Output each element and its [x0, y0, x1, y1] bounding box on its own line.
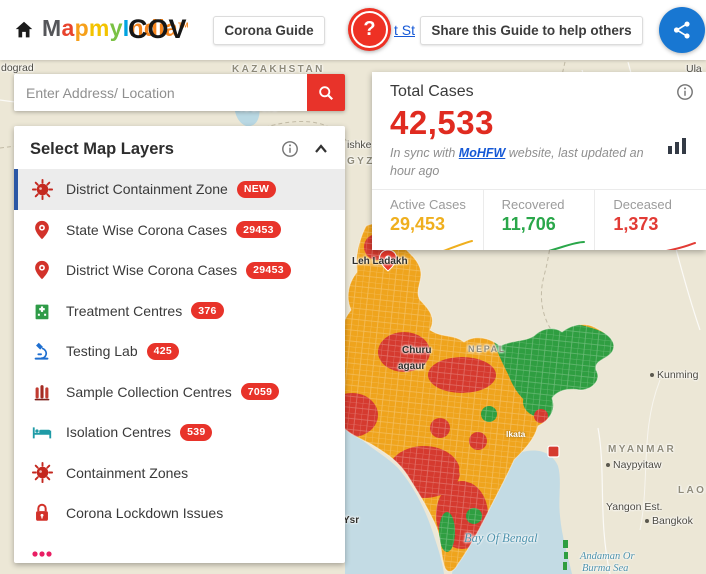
stat-label: Active Cases — [390, 197, 466, 212]
info-icon[interactable] — [676, 83, 694, 101]
layer-item-label: Containment Zones — [66, 464, 189, 481]
microscope-icon — [30, 339, 54, 363]
map-layers-panel: Select Map Layers District Containment Z… — [14, 126, 345, 563]
layer-item-label: Treatment Centres — [66, 302, 183, 319]
share-icon — [673, 21, 690, 39]
stat-value: 11,706 — [501, 214, 556, 234]
layer-item-label: Corona Lockdown Issues — [66, 505, 224, 522]
layer-item-label: District Wise Corona Cases — [66, 262, 238, 279]
bed-icon — [30, 420, 54, 444]
covid-title-fragment: COV — [128, 14, 187, 44]
chevron-up-icon[interactable] — [311, 139, 331, 159]
deceased-sparkline — [666, 242, 697, 250]
search-button[interactable] — [307, 74, 345, 111]
help-button[interactable]: ? — [348, 8, 391, 51]
layer-item-label: Isolation Centres — [66, 424, 172, 441]
partial-link[interactable]: t St — [394, 22, 416, 38]
layer-item-district-wise-corona-cases[interactable]: District Wise Corona Cases 29453 — [14, 250, 345, 291]
layer-item-label: District Containment Zone — [66, 181, 228, 198]
corona-guide-button[interactable]: Corona Guide — [213, 16, 325, 45]
stat-recovered: Recovered 11,706 — [482, 190, 595, 250]
pin-virus-icon — [30, 258, 54, 282]
total-cases-panel: Total Cases 42,533 In sync with MoHFW we… — [372, 72, 706, 250]
layer-item-badge: 539 — [180, 423, 213, 441]
total-cases-value: 42,533 — [390, 104, 494, 141]
layer-item-district-containment-zone[interactable]: District Containment Zone NEW — [14, 169, 345, 210]
question-mark-icon: ? — [363, 18, 376, 40]
layer-item-label: State Wise Corona Cases — [66, 221, 228, 238]
layer-item-badge: 29453 — [246, 261, 291, 279]
virus-icon — [30, 177, 54, 201]
layer-item-corona-lockdown-issues[interactable]: Corona Lockdown Issues — [14, 493, 345, 534]
recovered-sparkline — [548, 241, 585, 250]
map-pin-icon — [378, 249, 398, 272]
layer-item-badge: 7059 — [240, 383, 280, 401]
search-input[interactable] — [14, 74, 307, 111]
dots-icon — [30, 542, 54, 563]
trademark-symbol: TM — [178, 22, 189, 30]
stat-label: Recovered — [501, 197, 565, 212]
lock-icon — [30, 501, 54, 525]
mapmyindia-logo[interactable]: MapmyIndiaTM — [42, 15, 189, 41]
virus-icon — [30, 461, 54, 485]
active-sparkline — [442, 240, 473, 250]
layer-item-badge: 376 — [191, 302, 224, 320]
share-button[interactable] — [659, 7, 705, 53]
stat-value: 29,453 — [390, 214, 446, 234]
layer-item-state-wise-corona-cases[interactable]: State Wise Corona Cases 29453 — [14, 210, 345, 251]
mohfw-link[interactable]: MoHFW — [458, 146, 506, 160]
layer-item-containment-zones[interactable]: Containment Zones — [14, 453, 345, 494]
stat-label: Deceased — [613, 197, 672, 212]
sync-status-text: In sync with MoHFW website, last updated… — [390, 146, 644, 178]
info-icon[interactable] — [281, 140, 299, 158]
bar-chart-icon[interactable] — [666, 134, 688, 161]
stat-deceased: Deceased 1,373 — [594, 190, 706, 250]
layer-item-badge: NEW — [236, 180, 277, 198]
home-icon[interactable] — [13, 19, 35, 41]
layer-item-badge: 29453 — [236, 221, 281, 239]
layer-item-treatment-centres[interactable]: Treatment Centres 376 — [14, 291, 345, 332]
stat-value: 1,373 — [613, 214, 659, 234]
map-square-marker-icon — [547, 445, 560, 458]
layer-item-label: Sample Collection Centres — [66, 383, 232, 400]
search-icon — [319, 85, 334, 100]
pin-virus-icon — [30, 218, 54, 242]
samples-icon — [30, 380, 54, 404]
layers-panel-title: Select Map Layers — [30, 139, 174, 158]
stat-active-cases: Active Cases 29,453 — [372, 190, 483, 250]
layer-item-more[interactable] — [14, 534, 345, 564]
layer-item-sample-collection-centres[interactable]: Sample Collection Centres 7059 — [14, 372, 345, 413]
total-cases-title: Total Cases — [390, 83, 474, 100]
layer-item-badge: 425 — [146, 342, 180, 360]
layer-item-isolation-centres[interactable]: Isolation Centres 539 — [14, 412, 345, 453]
logo-letter: M — [42, 15, 62, 41]
hospital-icon — [30, 299, 54, 323]
layer-item-testing-lab[interactable]: Testing Lab 425 — [14, 331, 345, 372]
search-bar — [14, 74, 345, 111]
share-guide-button[interactable]: Share this Guide to help others — [420, 16, 643, 45]
layer-item-label: Testing Lab — [66, 343, 138, 360]
top-header: MapmyIndiaTM COV t St Corona Guide ? Sha… — [0, 0, 706, 60]
